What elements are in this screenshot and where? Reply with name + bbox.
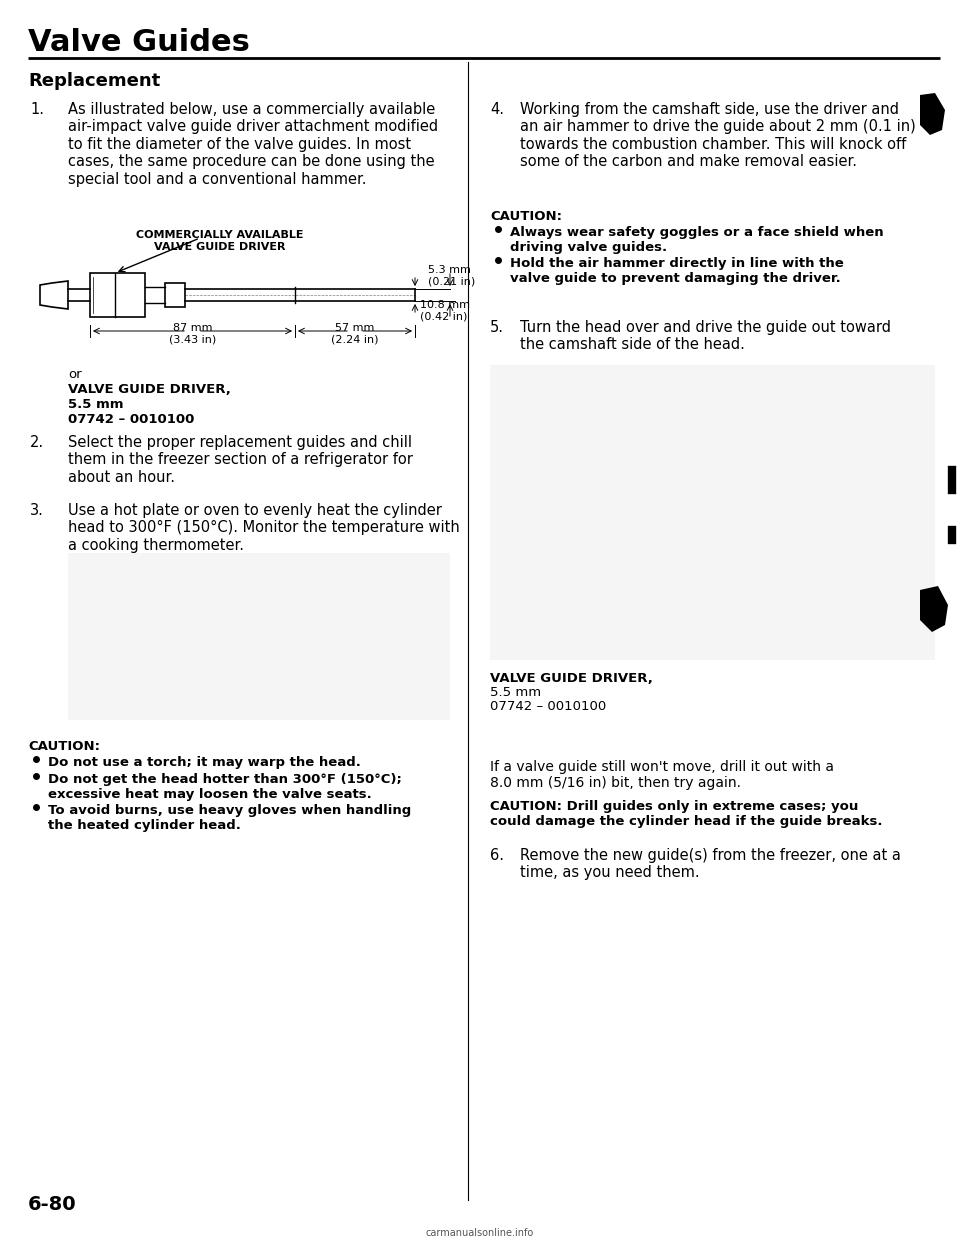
Polygon shape bbox=[920, 93, 945, 135]
Text: 10.8 mm
(0.42 in): 10.8 mm (0.42 in) bbox=[420, 301, 470, 322]
Text: 07742 – 0010100: 07742 – 0010100 bbox=[490, 700, 607, 713]
Text: carmanualsonline.info: carmanualsonline.info bbox=[426, 1228, 534, 1238]
Text: Turn the head over and drive the guide out toward
the camshaft side of the head.: Turn the head over and drive the guide o… bbox=[520, 320, 891, 353]
Text: VALVE GUIDE DRIVER,: VALVE GUIDE DRIVER, bbox=[490, 672, 653, 686]
Text: COMMERCIALLY AVAILABLE
VALVE GUIDE DRIVER: COMMERCIALLY AVAILABLE VALVE GUIDE DRIVE… bbox=[136, 230, 303, 252]
Text: As illustrated below, use a commercially available
air-impact valve guide driver: As illustrated below, use a commercially… bbox=[68, 102, 438, 186]
Text: Replacement: Replacement bbox=[28, 72, 160, 89]
Text: Working from the camshaft side, use the driver and
an air hammer to drive the gu: Working from the camshaft side, use the … bbox=[520, 102, 916, 169]
Text: CAUTION:: CAUTION: bbox=[28, 740, 100, 753]
Text: 5.5 mm: 5.5 mm bbox=[68, 397, 124, 411]
Text: 5.5 mm: 5.5 mm bbox=[490, 686, 541, 699]
Text: Do not get the head hotter than 300°F (150°C);
excessive heat may loosen the val: Do not get the head hotter than 300°F (1… bbox=[48, 773, 402, 801]
Bar bbox=[90, 273, 145, 317]
Text: 1.: 1. bbox=[30, 102, 44, 117]
Bar bbox=[68, 553, 450, 720]
Text: 2.: 2. bbox=[30, 435, 44, 450]
Text: Hold the air hammer directly in line with the
valve guide to prevent damaging th: Hold the air hammer directly in line wit… bbox=[510, 257, 844, 284]
Text: 5.3 mm
(0.21 in): 5.3 mm (0.21 in) bbox=[428, 265, 475, 287]
Text: 6.: 6. bbox=[490, 848, 504, 863]
Text: Remove the new guide(s) from the freezer, one at a
time, as you need them.: Remove the new guide(s) from the freezer… bbox=[520, 848, 900, 881]
Bar bbox=[165, 283, 185, 307]
Text: 07742 – 0010100: 07742 – 0010100 bbox=[68, 414, 194, 426]
Text: 87 mm
(3.43 in): 87 mm (3.43 in) bbox=[169, 323, 216, 344]
Text: Select the proper replacement guides and chill
them in the freezer section of a : Select the proper replacement guides and… bbox=[68, 435, 413, 484]
Bar bbox=[490, 365, 935, 660]
Text: CAUTION: Drill guides only in extreme cases; you
could damage the cylinder head : CAUTION: Drill guides only in extreme ca… bbox=[490, 800, 882, 828]
Text: 3.: 3. bbox=[30, 503, 44, 518]
Text: Always wear safety goggles or a face shield when
driving valve guides.: Always wear safety goggles or a face shi… bbox=[510, 226, 883, 255]
Text: or: or bbox=[68, 368, 82, 381]
Text: 5.: 5. bbox=[490, 320, 504, 335]
Text: VALVE GUIDE DRIVER,: VALVE GUIDE DRIVER, bbox=[68, 383, 230, 396]
Text: Do not use a torch; it may warp the head.: Do not use a torch; it may warp the head… bbox=[48, 756, 361, 769]
Text: 57 mm
(2.24 in): 57 mm (2.24 in) bbox=[331, 323, 379, 344]
Text: Use a hot plate or oven to evenly heat the cylinder
head to 300°F (150°C). Monit: Use a hot plate or oven to evenly heat t… bbox=[68, 503, 460, 553]
Text: CAUTION:: CAUTION: bbox=[490, 210, 562, 224]
Text: To avoid burns, use heavy gloves when handling
the heated cylinder head.: To avoid burns, use heavy gloves when ha… bbox=[48, 804, 411, 832]
Text: 6-80: 6-80 bbox=[28, 1195, 77, 1213]
Text: If a valve guide still won't move, drill it out with a
8.0 mm (5/16 in) bit, the: If a valve guide still won't move, drill… bbox=[490, 760, 834, 790]
Text: 4.: 4. bbox=[490, 102, 504, 117]
Polygon shape bbox=[920, 586, 948, 632]
Text: Valve Guides: Valve Guides bbox=[28, 29, 250, 57]
